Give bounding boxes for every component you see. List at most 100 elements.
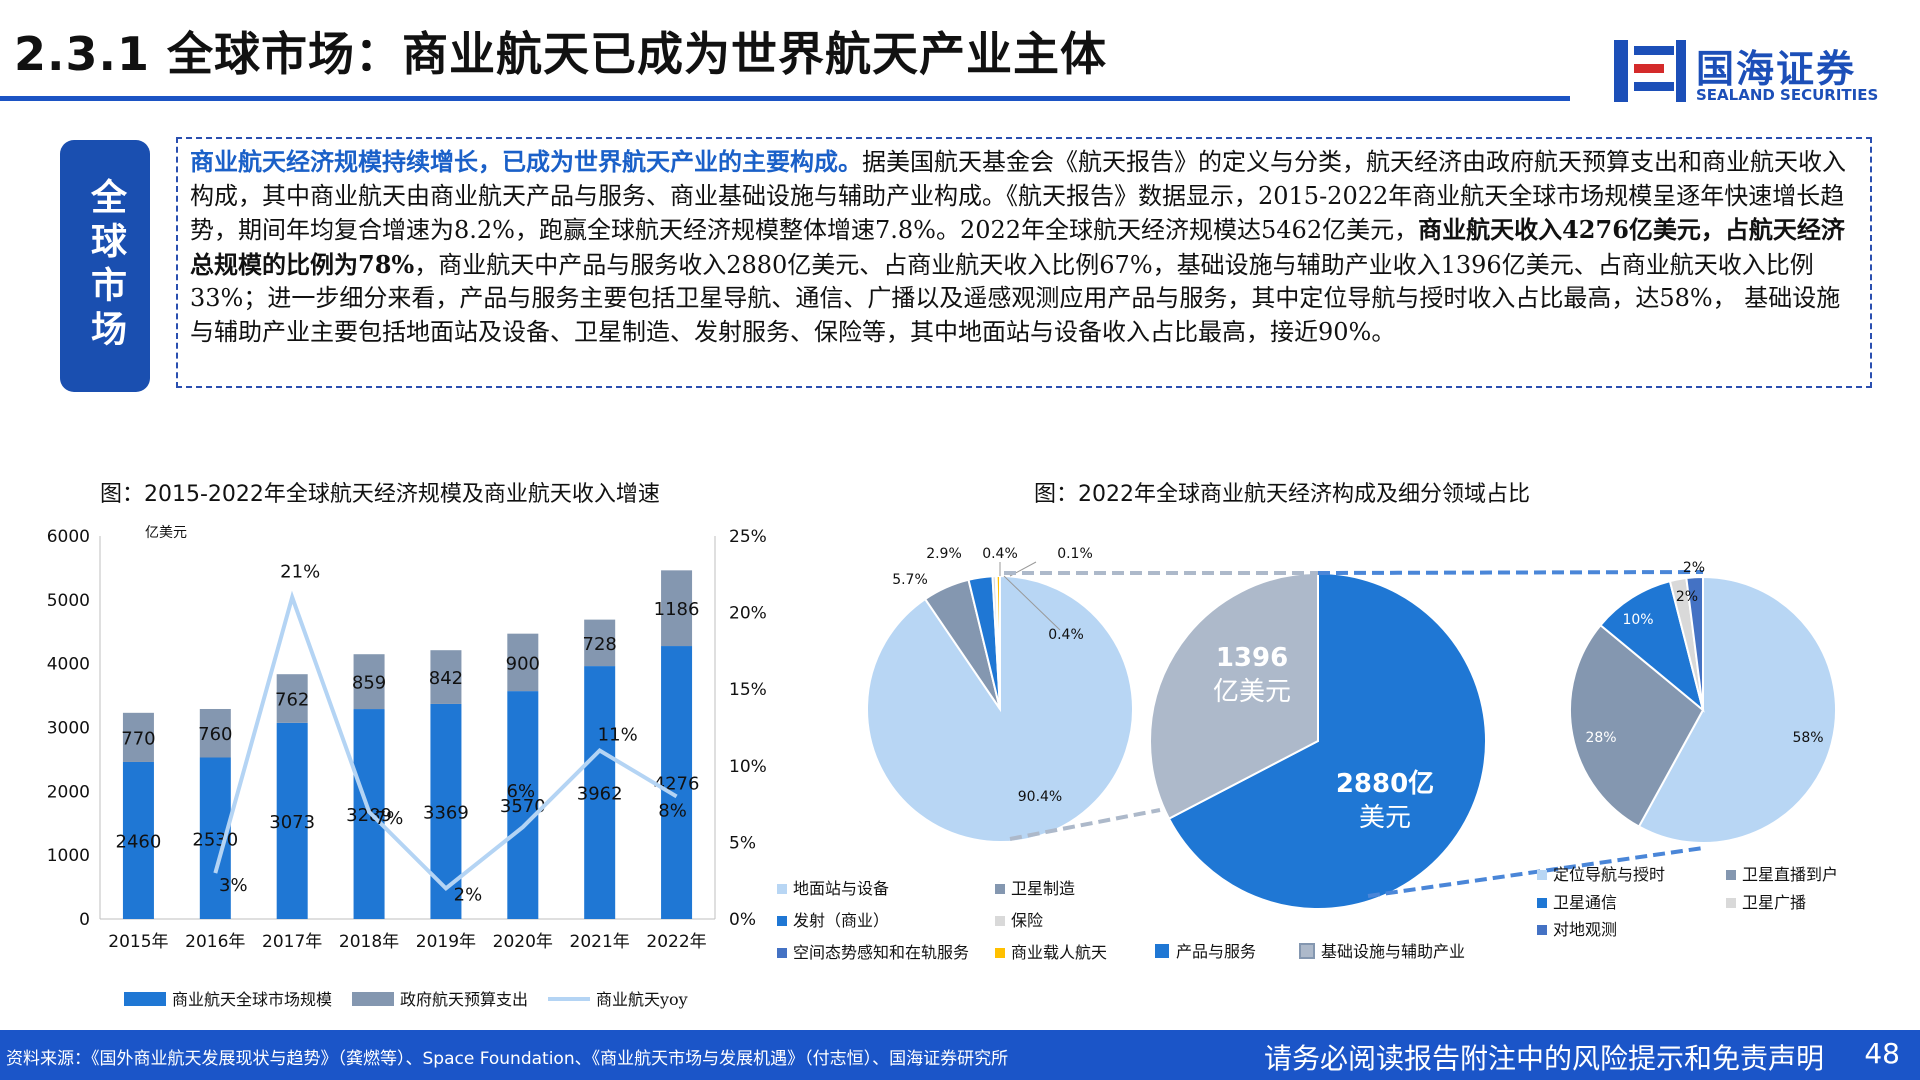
pie3-value-label: 58% [1792, 730, 1823, 746]
title-underline [0, 96, 1570, 101]
y-left-tick-label: 3000 [47, 719, 90, 739]
pie1-value-label: 5.7% [892, 572, 928, 588]
legend-swatch-government [352, 992, 394, 1006]
legend-pie1-label: 保险 [1011, 911, 1043, 930]
yoy-label: 8% [658, 800, 687, 821]
pie2-slice [1167, 571, 1487, 910]
bar-label-government: 900 [506, 653, 540, 674]
legend-label-commercial: 商业航天全球市场规模 [172, 990, 332, 1009]
yoy-label: 6% [507, 781, 536, 802]
pie2-value-label: 美元 [1359, 803, 1411, 833]
logo-en-text: SEALAND SECURITIES [1696, 86, 1879, 104]
legend-pie3-swatch [1537, 870, 1547, 880]
legend-pie3-swatch [1537, 898, 1547, 908]
unit-label: 亿美元 [145, 525, 187, 541]
page-title: 2.3.1 全球市场：商业航天已成为世界航天产业主体 [14, 27, 1107, 81]
bar-government [199, 708, 231, 758]
pie1-value-label: 2.9% [926, 546, 962, 562]
legend-pie1-swatch [995, 948, 1005, 958]
legend-pie3-swatch [1726, 898, 1736, 908]
pie1-leader [1003, 575, 1061, 631]
bar-commercial [661, 646, 693, 919]
footer-source: 资料来源：《国外商业航天发展现状与趋势》（龚燃等）、Space Foundati… [6, 1049, 1009, 1069]
connector-bottom-right [1367, 846, 1704, 898]
yoy-label: 3% [219, 875, 248, 896]
x-tick-label: 2022年 [646, 932, 706, 952]
legend-swatch-commercial [124, 992, 166, 1006]
bar-label-government: 842 [429, 668, 463, 689]
legend-pie1-label: 空间态势感知和在轨服务 [793, 943, 969, 962]
legend-pie2-swatch [1155, 944, 1169, 958]
legend-pie1-swatch [995, 884, 1005, 894]
bar-label-commercial: 3369 [423, 802, 469, 823]
company-logo: 国海证券 SEALAND SECURITIES [1610, 36, 1900, 106]
pie1-value-label: 0.4% [982, 546, 1018, 562]
bar-label-commercial: 2530 [192, 829, 238, 850]
pie3-slice [1569, 623, 1705, 828]
y-left-tick-label: 4000 [47, 655, 90, 675]
bar-label-commercial: 3570 [500, 796, 546, 817]
pie1-value-label: 90.4% [1018, 789, 1062, 805]
pie2-value-label: 亿美元 [1213, 677, 1291, 707]
connector-top-right [1317, 570, 1704, 575]
bar-government [353, 654, 385, 710]
bar-label-commercial: 4276 [654, 774, 700, 795]
summary-textbox: 商业航天经济规模持续增长，已成为世界航天产业的主要构成。据美国航天基金会《航天报… [176, 137, 1872, 388]
bar-label-commercial: 2460 [116, 831, 162, 852]
legend-pie3-swatch [1537, 925, 1547, 935]
pie3-value-label: 2% [1676, 589, 1698, 605]
section-tab-label: 全球市场 [85, 178, 126, 354]
summary-bold: 商业航天收入4276亿美元，占航天经济总规模的比例为78% [190, 215, 1845, 279]
bar-label-commercial: 3962 [577, 784, 623, 805]
legend-pie3-swatch [1726, 870, 1736, 880]
y-left-tick-label: 0 [79, 910, 90, 930]
bar-label-government: 770 [121, 728, 155, 749]
x-tick-label: 2018年 [339, 932, 399, 952]
y-right-tick-label: 5% [729, 833, 756, 853]
legend-pie3-label: 卫星直播到户 [1742, 865, 1838, 884]
y-right-tick-label: 25% [729, 527, 767, 547]
bar-commercial [507, 691, 539, 919]
logo-cn-text: 国海证券 [1696, 47, 1857, 91]
y-right-tick-label: 15% [729, 680, 767, 700]
pie3-value-label: 28% [1585, 730, 1616, 746]
x-tick-label: 2015年 [108, 932, 168, 952]
pie3-value-label: 2% [1683, 560, 1705, 576]
bar-label-government: 1186 [654, 599, 700, 620]
bar-commercial [122, 761, 154, 919]
section-tab: 全球市场 [60, 140, 150, 392]
legend-pie2-label: 基础设施与辅助产业 [1321, 942, 1465, 961]
yoy-label: 2% [454, 884, 483, 905]
bar-government [661, 570, 693, 647]
pie3-slice [1685, 575, 1704, 711]
y-right-tick-label: 10% [729, 757, 767, 777]
bar-label-government: 728 [583, 634, 617, 655]
bar-label-commercial: 3073 [269, 812, 315, 833]
pie3-slice [1637, 575, 1838, 844]
pie1-value-label: 0.4% [1048, 627, 1084, 643]
legend-label-government: 政府航天预算支出 [400, 990, 528, 1009]
x-tick-label: 2016年 [185, 932, 245, 952]
legend-pie3-label: 卫星通信 [1553, 893, 1617, 912]
charts-canvas: 0 1000 2000 3000 4000 5000 6000 0% 5% 10% 15% 20% 25… [47, 525, 1838, 1009]
y-left-tick-label: 2000 [47, 782, 90, 802]
bar-government [276, 674, 308, 723]
bar-label-government: 859 [352, 673, 386, 694]
bar-government [430, 650, 462, 704]
legend-pie1-swatch [995, 916, 1005, 926]
legend-pie1-swatch [777, 948, 787, 958]
bar-commercial [276, 722, 308, 919]
bar-label-government: 762 [275, 690, 309, 711]
summary-part1: 据美国航天基金会《航天报告》的定义与分类，航天经济由政府航天预算支出和商业航天收… [190, 148, 1846, 244]
legend-pie3-label: 卫星广播 [1742, 893, 1806, 912]
yoy-label: 21% [280, 561, 320, 582]
page-number: 48 [1864, 1037, 1900, 1070]
pie2-value-label: 1396 [1216, 643, 1288, 673]
x-tick-label: 2019年 [416, 932, 476, 952]
y-right-tick-label: 0% [729, 910, 756, 930]
right-chart-title: 图：2022年全球商业航天经济构成及细分领域占比 [1034, 482, 1530, 507]
footer-bar: 资料来源：《国外商业航天发展现状与趋势》（龚燃等）、Space Foundati… [0, 1030, 1920, 1080]
bar-government [507, 633, 539, 692]
bar-government [122, 712, 154, 762]
bar-government [584, 619, 616, 667]
